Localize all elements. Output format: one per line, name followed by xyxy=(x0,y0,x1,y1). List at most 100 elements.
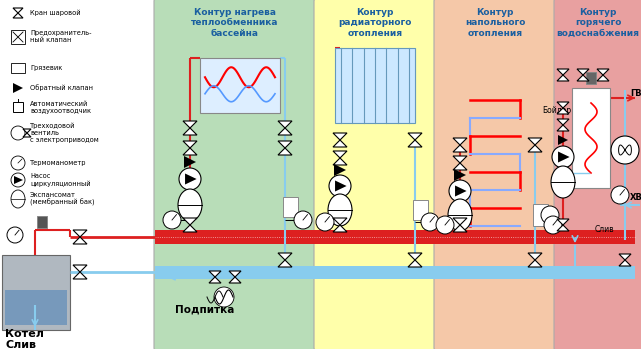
Bar xyxy=(37,216,47,228)
Polygon shape xyxy=(577,69,589,75)
Polygon shape xyxy=(453,163,467,170)
Polygon shape xyxy=(333,158,347,165)
Polygon shape xyxy=(408,140,422,147)
Polygon shape xyxy=(183,141,197,148)
Text: Контур
радиаторного
отопления: Контур радиаторного отопления xyxy=(338,8,412,38)
Circle shape xyxy=(449,180,471,202)
Bar xyxy=(533,204,548,226)
Bar xyxy=(413,200,428,220)
Circle shape xyxy=(11,126,25,140)
FancyBboxPatch shape xyxy=(434,0,556,349)
Text: Насос
циркуляционный: Насос циркуляционный xyxy=(30,173,90,187)
Polygon shape xyxy=(453,225,467,232)
Polygon shape xyxy=(73,265,87,272)
Polygon shape xyxy=(557,75,569,81)
Polygon shape xyxy=(73,237,87,244)
Text: Предохранитель-
ный клапан: Предохранитель- ный клапан xyxy=(30,30,92,44)
Polygon shape xyxy=(278,253,292,260)
Polygon shape xyxy=(557,69,569,75)
Polygon shape xyxy=(209,277,221,283)
Polygon shape xyxy=(528,138,542,145)
Circle shape xyxy=(294,211,312,229)
Polygon shape xyxy=(453,145,467,152)
Polygon shape xyxy=(13,83,23,93)
Polygon shape xyxy=(597,75,609,81)
Circle shape xyxy=(329,175,351,197)
Text: Трехходовой
вентиль
с электроприводом: Трехходовой вентиль с электроприводом xyxy=(30,123,99,143)
Polygon shape xyxy=(23,133,31,137)
Circle shape xyxy=(316,213,334,231)
Bar xyxy=(2,255,70,330)
FancyBboxPatch shape xyxy=(554,0,641,349)
Text: Слив: Слив xyxy=(5,340,36,349)
Polygon shape xyxy=(13,8,23,13)
Bar xyxy=(283,197,298,217)
Polygon shape xyxy=(73,272,87,279)
Polygon shape xyxy=(333,225,347,232)
Circle shape xyxy=(611,186,629,204)
Polygon shape xyxy=(597,69,609,75)
Polygon shape xyxy=(278,148,292,155)
Polygon shape xyxy=(183,148,197,155)
Polygon shape xyxy=(334,164,346,176)
Text: Котел: Котел xyxy=(5,329,44,339)
Polygon shape xyxy=(183,121,197,128)
Circle shape xyxy=(11,156,25,170)
Polygon shape xyxy=(528,145,542,152)
Polygon shape xyxy=(454,169,466,181)
Bar xyxy=(11,63,25,73)
Polygon shape xyxy=(183,218,197,225)
Circle shape xyxy=(7,227,23,243)
Polygon shape xyxy=(13,13,23,18)
Bar xyxy=(155,230,635,244)
Polygon shape xyxy=(408,133,422,140)
Circle shape xyxy=(421,213,439,231)
Polygon shape xyxy=(558,135,568,145)
Polygon shape xyxy=(453,218,467,225)
Polygon shape xyxy=(335,180,347,192)
Text: Контур нагрева
теплообменника
бассейна: Контур нагрева теплообменника бассейна xyxy=(191,8,279,38)
Polygon shape xyxy=(528,253,542,260)
Circle shape xyxy=(552,146,574,168)
Text: Термоманометр: Термоманометр xyxy=(30,160,87,166)
Text: ХВ: ХВ xyxy=(630,193,641,202)
Circle shape xyxy=(163,211,181,229)
FancyBboxPatch shape xyxy=(314,0,436,349)
Text: Кран шаровой: Кран шаровой xyxy=(30,10,81,16)
Bar xyxy=(13,102,23,112)
Bar xyxy=(572,88,610,188)
Polygon shape xyxy=(453,138,467,145)
Circle shape xyxy=(179,168,201,190)
Text: Контур
горячего
водоснабжения: Контур горячего водоснабжения xyxy=(556,8,640,38)
Polygon shape xyxy=(455,186,467,196)
Polygon shape xyxy=(333,218,347,225)
Polygon shape xyxy=(183,128,197,135)
Polygon shape xyxy=(14,176,23,184)
Polygon shape xyxy=(278,128,292,135)
Bar xyxy=(5,290,67,325)
Polygon shape xyxy=(209,271,221,277)
Polygon shape xyxy=(408,253,422,260)
Polygon shape xyxy=(333,151,347,158)
Text: Слив: Слив xyxy=(595,225,615,234)
Polygon shape xyxy=(333,133,347,140)
Text: Экспансомат
(мембранный бак): Экспансомат (мембранный бак) xyxy=(30,192,95,206)
Circle shape xyxy=(214,287,234,307)
Ellipse shape xyxy=(328,194,352,226)
FancyBboxPatch shape xyxy=(154,0,316,349)
Polygon shape xyxy=(557,119,569,125)
Polygon shape xyxy=(619,254,631,260)
Polygon shape xyxy=(333,140,347,147)
Polygon shape xyxy=(557,219,569,225)
Text: Обратный клапан: Обратный клапан xyxy=(30,84,93,91)
Text: Контур
напольного
отопления: Контур напольного отопления xyxy=(465,8,525,38)
Polygon shape xyxy=(557,125,569,131)
Polygon shape xyxy=(183,225,197,232)
Polygon shape xyxy=(577,75,589,81)
Circle shape xyxy=(611,136,639,164)
Text: Бойлер: Бойлер xyxy=(542,106,571,115)
Circle shape xyxy=(11,173,25,187)
Polygon shape xyxy=(229,277,241,283)
Bar xyxy=(155,266,635,279)
Polygon shape xyxy=(557,102,569,108)
